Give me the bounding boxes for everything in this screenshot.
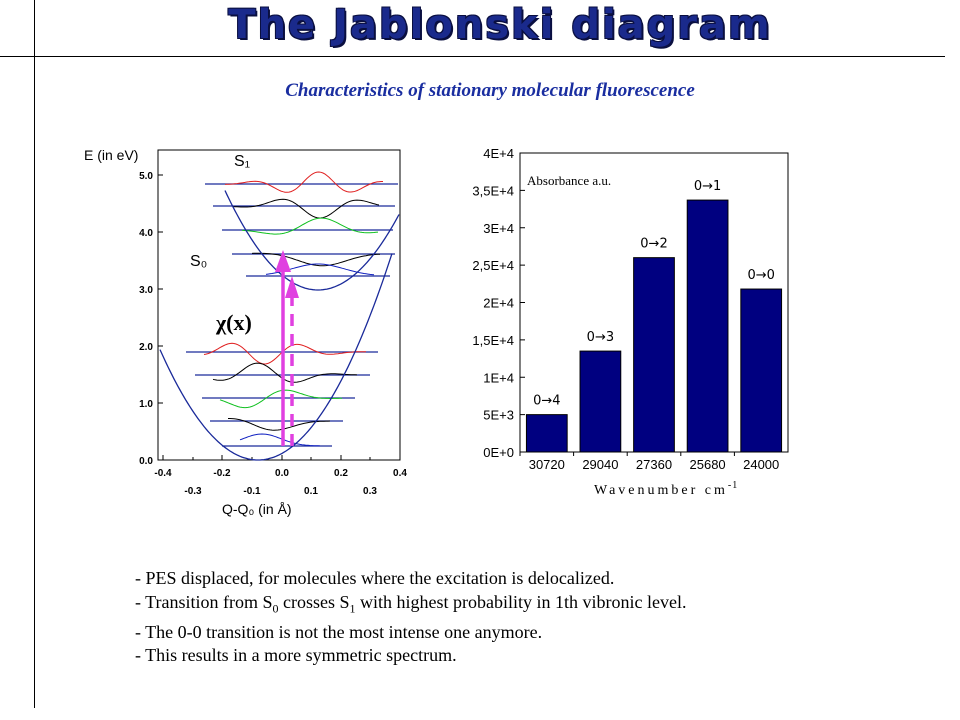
lower-wavefunction bbox=[203, 342, 366, 365]
upper-wavefunction bbox=[232, 198, 380, 219]
bar-chart-x-tick-label: 29040 bbox=[582, 457, 618, 472]
pes-y-tick-label: 4.0 bbox=[139, 228, 153, 239]
bar-chart-y-tick-label: 2E+4 bbox=[483, 296, 514, 311]
header-rule bbox=[0, 56, 945, 57]
pes-x-tick-label: -0.1 bbox=[243, 486, 261, 497]
bar-chart-xlabel: Wavenumber cm-1 bbox=[594, 480, 738, 498]
bar-29040 bbox=[579, 350, 622, 453]
left-border-line bbox=[34, 0, 35, 708]
bar-transition-label: 0→1 bbox=[694, 179, 721, 194]
upper-wavefunction bbox=[224, 171, 383, 193]
label-chi: χ(x) bbox=[215, 310, 252, 335]
pes-y-tick-label: 2.0 bbox=[139, 342, 153, 353]
bar-chart-y-tick-label: 1,5E+4 bbox=[472, 333, 514, 348]
bar-transition-label: 0→2 bbox=[640, 237, 667, 252]
pes-x-tick-label: 0.0 bbox=[275, 468, 289, 479]
label-s1: S₁ bbox=[234, 153, 250, 170]
bullet-3: - The 0-0 transition is not the most int… bbox=[135, 621, 543, 642]
bar-transition-label: 0→3 bbox=[587, 330, 614, 345]
bullet-1: - PES displaced, for molecules where the… bbox=[135, 568, 615, 588]
bar-chart-x-tick-label: 27360 bbox=[636, 457, 672, 472]
bar-chart-y-tick-label: 3,5E+4 bbox=[472, 183, 514, 198]
bar-24000 bbox=[740, 288, 783, 453]
bullet-2-a: - Transition from S bbox=[135, 591, 273, 612]
pes-transition-arrows bbox=[275, 250, 299, 446]
pes-curves bbox=[159, 190, 400, 461]
pes-y-tick-label: 0.0 bbox=[139, 456, 153, 467]
bar-chart-bars: 0→4 0→3 0→2 0→1 0→0 bbox=[525, 179, 783, 453]
bar-chart-y-tick-label: 4E+4 bbox=[483, 146, 514, 161]
bar-chart-xlabel-sup: -1 bbox=[728, 480, 738, 491]
slide-subtitle: Characteristics of stationary molecular … bbox=[285, 80, 695, 101]
bar-chart-y-tick-label: 2,5E+4 bbox=[472, 258, 514, 273]
label-s0: S₀ bbox=[190, 253, 207, 270]
bullet-2-c: with highest probability in 1th vibronic… bbox=[355, 591, 687, 612]
s0-potential-curve bbox=[159, 253, 393, 461]
pes-y-tick-label: 3.0 bbox=[139, 285, 153, 296]
pes-x-tick-label: 0.1 bbox=[304, 486, 318, 497]
bar-chart-xlabel-text: Wavenumber cm bbox=[594, 483, 728, 498]
bar-chart-x-tick-label: 25680 bbox=[690, 457, 726, 472]
bar-chart-axes: 0E+0 5E+3 1E+4 1,5E+4 2E+4 2,5E+4 3E+4 3,5E+4 4E… bbox=[472, 146, 789, 472]
bullet-2-b: crosses S bbox=[278, 591, 350, 612]
bullet-2-sub2: 1 bbox=[349, 601, 356, 616]
bar-transition-label: 0→0 bbox=[747, 268, 774, 283]
pes-y-axis-label: E (in eV) bbox=[84, 147, 138, 163]
bar-transition-label: 0→4 bbox=[533, 394, 560, 409]
bar-chart-y-tick-label: 1E+4 bbox=[483, 370, 514, 385]
lower-wavefunction bbox=[228, 418, 331, 431]
slide-title: The Jablonski diagram bbox=[228, 2, 772, 48]
upper-wavefunction bbox=[241, 217, 379, 235]
lower-wavefunction bbox=[239, 433, 321, 447]
pes-x-tick-label: 0.4 bbox=[393, 468, 407, 479]
bar-chart-x-tick-label: 30720 bbox=[529, 457, 565, 472]
lower-wavefunction bbox=[219, 389, 342, 409]
pes-y-tick-label: 1.0 bbox=[139, 399, 153, 410]
pes-x-tick-label: 0.3 bbox=[363, 486, 377, 497]
lower-wavefunction bbox=[212, 362, 358, 383]
bar-25680 bbox=[686, 199, 729, 453]
pes-x-tick-label: -0.2 bbox=[213, 468, 231, 479]
pes-y-tick-label: 5.0 bbox=[139, 171, 153, 182]
pes-x-axis-label: Q-Q₀ (in Å) bbox=[222, 501, 292, 517]
bar-27360 bbox=[633, 257, 675, 453]
bar-chart-x-tick-label: 24000 bbox=[743, 457, 779, 472]
bullet-2-sub1: 0 bbox=[272, 601, 279, 616]
upper-wavefunction bbox=[251, 252, 381, 267]
bullet-list: - PES displaced, for molecules where the… bbox=[135, 567, 686, 668]
bar-chart-y-tick-label: 3E+4 bbox=[483, 221, 514, 236]
bar-30720 bbox=[525, 414, 568, 453]
pes-x-tick-label: -0.3 bbox=[184, 486, 202, 497]
s1-potential-curve bbox=[224, 190, 400, 291]
dashed-arrow-head bbox=[285, 276, 299, 298]
bullet-2: - Transition from S0 crosses S1 with hig… bbox=[135, 591, 686, 621]
bar-chart-y-tick-label: 0E+0 bbox=[483, 445, 514, 460]
pes-frame bbox=[157, 149, 401, 461]
bullet-4: - This results in a more symmetric spect… bbox=[135, 645, 457, 666]
pes-x-tick-label: 0.2 bbox=[334, 468, 348, 479]
bar-chart-ylabel: Absorbance a.u. bbox=[527, 173, 611, 188]
pes-x-tick-label: -0.4 bbox=[154, 468, 172, 479]
bar-chart-y-tick-label: 5E+3 bbox=[483, 408, 514, 423]
absorption-arrow-head bbox=[275, 250, 291, 272]
pes-vibrational-levels bbox=[186, 171, 398, 447]
